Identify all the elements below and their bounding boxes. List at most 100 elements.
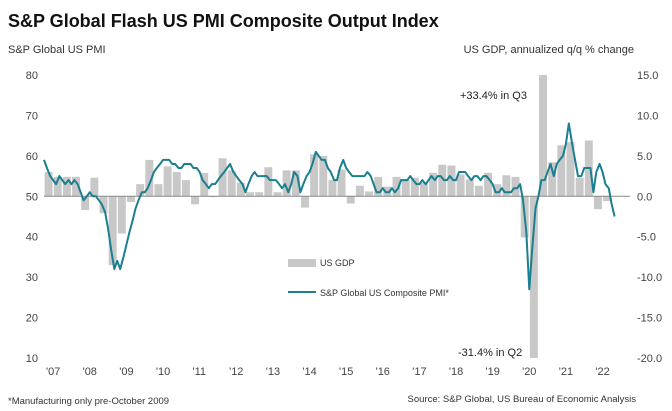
gdp-bar	[401, 180, 410, 197]
gdp-bar	[117, 196, 126, 234]
left-axis-ticks: 80 70 60 50 40 30 20 10	[26, 70, 38, 365]
gdp-bar	[593, 196, 602, 210]
legend: US GDP S&P Global US Composite PMI*	[288, 258, 449, 298]
gdp-bar	[191, 196, 200, 205]
x-axis-ticks: '07 '08 '09 '10 '11 '12 '13 '14 '15 '16 '17 '18 '19 '…	[46, 366, 610, 378]
gdp-bar	[346, 196, 355, 204]
gdp-bar	[365, 191, 374, 197]
gdp-bar	[218, 158, 227, 197]
gdp-bar	[355, 185, 364, 197]
right-tick-label: -20.0	[637, 353, 662, 365]
gdp-bar	[62, 176, 71, 197]
x-tick-label: '17	[412, 366, 426, 378]
x-tick-label: '08	[83, 366, 97, 378]
gdp-bar	[53, 176, 62, 197]
x-tick-label: '09	[119, 366, 133, 378]
left-tick-label: 70	[26, 110, 38, 122]
gdp-bar	[548, 162, 557, 197]
gdp-bar	[246, 192, 254, 197]
gdp-bar	[438, 164, 447, 197]
gdp-bar	[410, 177, 419, 197]
x-tick-label: '11	[193, 366, 207, 378]
right-tick-label: 15.0	[637, 70, 658, 82]
x-tick-label: '10	[156, 366, 170, 378]
gdp-bar	[465, 179, 474, 197]
right-axis-title: US GDP, annualized q/q % change	[464, 44, 634, 56]
source-note: Source: S&P Global, US Bureau of Economi…	[408, 394, 637, 405]
gdp-bar	[603, 196, 612, 202]
left-tick-label: 60	[26, 151, 38, 163]
gdp-bar	[374, 176, 383, 197]
right-axis-ticks: 15.0 10.0 5.0 0.0 -5.0 -10.0 -15.0 -20.0	[637, 70, 662, 365]
gdp-bar	[566, 142, 575, 197]
gdp-bar	[300, 196, 309, 208]
gdp-bar	[282, 170, 291, 197]
x-tick-label: '18	[449, 366, 463, 378]
gdp-bar	[90, 177, 99, 197]
x-tick-label: '14	[302, 366, 316, 378]
gdp-bar	[172, 172, 181, 197]
gdp-bar	[81, 196, 90, 211]
left-tick-label: 10	[26, 353, 38, 365]
gdp-bar	[181, 180, 190, 197]
x-tick-label: '20	[522, 366, 536, 378]
x-tick-label: '13	[266, 366, 280, 378]
gdp-bar	[328, 180, 337, 197]
x-tick-label: '12	[229, 366, 243, 378]
x-tick-label: '07	[46, 366, 60, 378]
x-tick-label: '22	[595, 366, 609, 378]
gdp-bar	[154, 184, 163, 197]
right-tick-label: 0.0	[637, 191, 652, 203]
right-tick-label: 5.0	[637, 151, 652, 163]
left-tick-label: 40	[26, 232, 38, 244]
annotation-q3: +33.4% in Q3	[460, 90, 527, 102]
gdp-bar	[44, 172, 53, 197]
pmi-series-line	[43, 122, 616, 291]
gdp-bar	[484, 172, 493, 197]
gdp-bar	[429, 172, 438, 197]
gdp-bar	[291, 170, 300, 197]
gdp-bar	[529, 196, 538, 358]
gdp-bar	[319, 155, 328, 197]
gdp-bar	[511, 176, 520, 197]
gdp-bar	[557, 145, 566, 197]
right-tick-label: 10.0	[637, 110, 658, 122]
right-tick-label: -10.0	[637, 272, 662, 284]
gdp-bar	[539, 75, 547, 197]
gdp-bar	[392, 176, 401, 197]
gdp-bar	[136, 184, 145, 197]
gdp-bar	[447, 165, 456, 197]
gdp-bar	[474, 185, 483, 197]
gdp-bar	[200, 172, 209, 197]
x-tick-label: '16	[376, 366, 390, 378]
left-tick-label: 50	[26, 191, 38, 203]
legend-gdp-label: US GDP	[320, 258, 355, 268]
gdp-bar	[227, 170, 236, 197]
gdp-bar	[72, 176, 81, 197]
gdp-bar	[337, 169, 346, 197]
chart-title: S&P Global Flash US PMI Composite Output…	[8, 11, 439, 31]
gdp-bar	[310, 154, 319, 197]
gdp-bar	[502, 175, 511, 197]
left-tick-label: 30	[26, 272, 38, 284]
gdp-bar	[255, 192, 264, 197]
gdp-bar	[264, 167, 273, 197]
gdp-bar	[99, 196, 108, 214]
right-tick-label: -5.0	[637, 232, 656, 244]
left-axis-title: S&P Global US PMI	[8, 44, 106, 56]
x-tick-label: '19	[486, 366, 500, 378]
x-tick-label: '15	[339, 366, 353, 378]
legend-pmi-label: S&P Global US Composite PMI*	[320, 288, 449, 298]
gdp-bar	[236, 182, 245, 197]
footnote: *Manufacturing only pre-October 2009	[8, 396, 169, 407]
legend-gdp-swatch	[288, 259, 316, 267]
gdp-bar	[145, 159, 154, 197]
gdp-bar	[273, 192, 282, 197]
gdp-bars	[44, 75, 612, 358]
gdp-bar	[575, 177, 584, 197]
gdp-bar	[456, 174, 465, 197]
gdp-bar	[493, 184, 502, 197]
gdp-bar	[108, 196, 117, 266]
x-tick-label: '21	[559, 366, 573, 378]
